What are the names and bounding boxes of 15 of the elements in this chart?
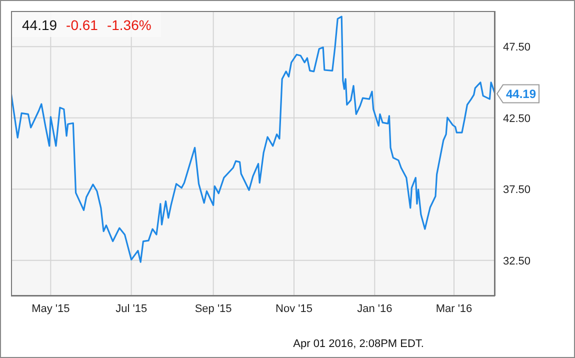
annotation: -1.36% xyxy=(106,16,152,32)
text: Apr 01 2016, 2:08PM EDT. xyxy=(293,338,424,350)
x-tick-label: Nov '15 xyxy=(276,302,312,315)
y-tick-label: 47.50 xyxy=(503,42,531,54)
y-tick-label: 42.50 xyxy=(503,112,531,125)
chart-title: 44.19 xyxy=(22,16,58,32)
annotation: 44.19 xyxy=(506,86,536,101)
y-tick-label: 32.50 xyxy=(503,255,531,268)
x-tick-label: Mar '16 xyxy=(436,302,472,315)
annotation: -0.61 xyxy=(66,16,98,32)
x-tick-label: Sep '15 xyxy=(194,302,232,315)
y-tick-label: 37.50 xyxy=(503,184,531,196)
x-tick-label: Jan '16 xyxy=(357,302,392,315)
x-tick-label: Jul '15 xyxy=(116,302,148,315)
x-tick-label: May '15 xyxy=(32,302,70,315)
